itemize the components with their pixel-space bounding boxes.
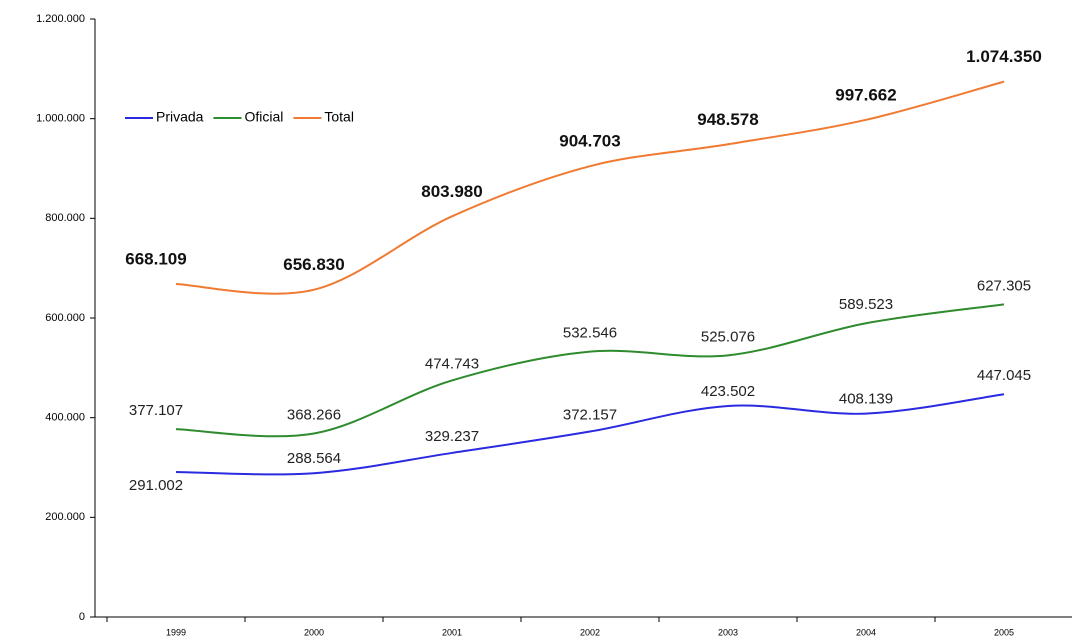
series-line bbox=[175, 393, 1005, 476]
data-label: 904.703 bbox=[559, 132, 620, 151]
data-label: 627.305 bbox=[977, 277, 1031, 294]
y-tick-label: 0 bbox=[79, 611, 85, 623]
data-label: 372.157 bbox=[563, 407, 617, 424]
x-tick-label: 2003 bbox=[718, 627, 738, 637]
data-label: 668.109 bbox=[125, 250, 186, 269]
data-label: 447.045 bbox=[977, 367, 1031, 384]
y-tick-label: 1.200.000 bbox=[36, 13, 85, 25]
y-tick-label: 400.000 bbox=[45, 412, 85, 424]
data-label: 291.002 bbox=[129, 477, 183, 494]
data-label: 474.743 bbox=[425, 355, 479, 372]
data-label: 423.502 bbox=[701, 383, 755, 400]
data-label: 377.107 bbox=[129, 402, 183, 419]
data-label: 948.578 bbox=[697, 110, 758, 129]
x-tick-label: 1999 bbox=[166, 627, 186, 637]
data-label: 368.266 bbox=[287, 406, 341, 423]
y-tick-label: 600.000 bbox=[45, 312, 85, 324]
x-tick-label: 2002 bbox=[580, 627, 600, 637]
data-label: 997.662 bbox=[835, 85, 896, 104]
y-tick-label: 1.000.000 bbox=[36, 113, 85, 125]
legend-label: Total bbox=[324, 109, 354, 125]
series-line bbox=[175, 303, 1005, 438]
legend-label: Oficial bbox=[244, 109, 283, 125]
data-label: 532.546 bbox=[563, 325, 617, 342]
data-label: 656.830 bbox=[283, 255, 344, 274]
data-label: 803.980 bbox=[421, 182, 482, 201]
series-line bbox=[175, 80, 1005, 295]
data-label: 329.237 bbox=[425, 428, 479, 445]
x-tick-label: 2001 bbox=[442, 627, 462, 637]
x-tick-label: 2000 bbox=[304, 627, 324, 637]
legend-label: Privada bbox=[156, 109, 204, 125]
data-label: 525.076 bbox=[701, 328, 755, 345]
y-tick-label: 200.000 bbox=[45, 511, 85, 523]
x-tick-label: 2004 bbox=[856, 627, 876, 637]
data-label: 288.564 bbox=[287, 450, 341, 467]
y-tick-label: 800.000 bbox=[45, 212, 85, 224]
x-tick-label: 2005 bbox=[994, 627, 1014, 637]
data-label: 1.074.350 bbox=[966, 47, 1042, 66]
data-label: 589.523 bbox=[839, 296, 893, 313]
data-label: 408.139 bbox=[839, 391, 893, 408]
